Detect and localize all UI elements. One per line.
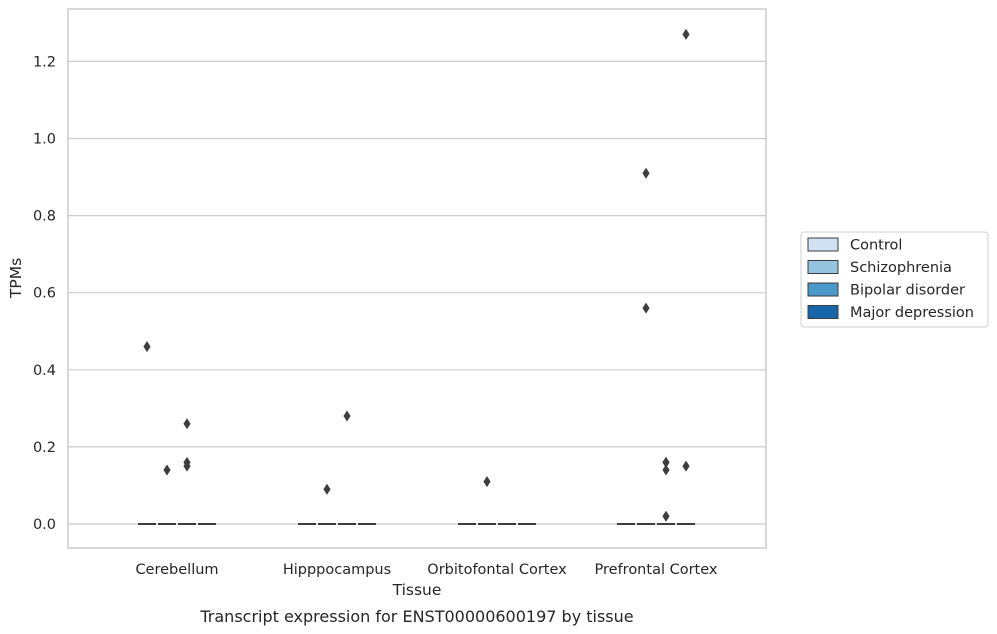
y-tick-label: 0.6	[33, 286, 56, 302]
outlier-point	[163, 464, 171, 476]
outlier-point	[682, 460, 690, 472]
legend-swatch	[807, 305, 839, 319]
legend-swatch	[807, 260, 839, 274]
outlier-layer	[143, 28, 690, 522]
outlier-point	[662, 464, 670, 476]
outlier-point	[642, 167, 650, 179]
chart-caption: Transcript expression for ENST0000060019…	[199, 607, 633, 626]
y-tick-label: 1.2	[33, 54, 56, 70]
legend-label: Bipolar disorder	[850, 283, 965, 299]
y-tick-label: 0.0	[33, 517, 56, 533]
outlier-point	[143, 341, 151, 353]
x-tick-label: Hipppocampus	[283, 562, 391, 578]
outlier-point	[642, 302, 650, 314]
plot-border	[67, 8, 767, 549]
outlier-point	[323, 483, 331, 495]
legend-label: Major depression	[850, 305, 974, 321]
y-tick-label: 0.8	[33, 209, 56, 225]
y-tick-label: 0.2	[33, 440, 56, 456]
legend-swatch	[807, 282, 839, 297]
x-tick-label: Cerebellum	[135, 562, 218, 578]
outlier-point	[183, 418, 191, 430]
x-tick-label: Prefrontal Cortex	[595, 562, 718, 578]
legend-frame	[800, 231, 989, 328]
legend-swatch	[807, 237, 839, 252]
y-tick-label: 1.0	[33, 132, 56, 148]
gridlines	[68, 60, 766, 525]
x-axis-title: Tissue	[392, 581, 442, 599]
legend: Control Schizophrenia Bipolar disorder Majo…	[800, 231, 989, 328]
plot-frame	[67, 8, 767, 549]
x-tick-labels: Cerebellum Hipppocampus Orbitofontal Corte…	[135, 562, 717, 578]
outlier-point	[343, 410, 351, 422]
outlier-point	[183, 460, 191, 472]
x-tick-label: Orbitofontal Cortex	[427, 562, 567, 578]
y-tick-labels: 0.0 0.2 0.4 0.6 0.8 1.0 1.2	[33, 54, 56, 533]
outlier-point	[662, 456, 670, 468]
outlier-point	[662, 510, 670, 522]
legend-label: Schizophrenia	[850, 260, 952, 276]
legend-label: Control	[850, 238, 902, 254]
y-tick-label: 0.4	[33, 363, 56, 379]
outlier-point	[483, 476, 491, 488]
outlier-point	[682, 28, 690, 40]
y-axis-title: TPMs	[7, 258, 25, 299]
